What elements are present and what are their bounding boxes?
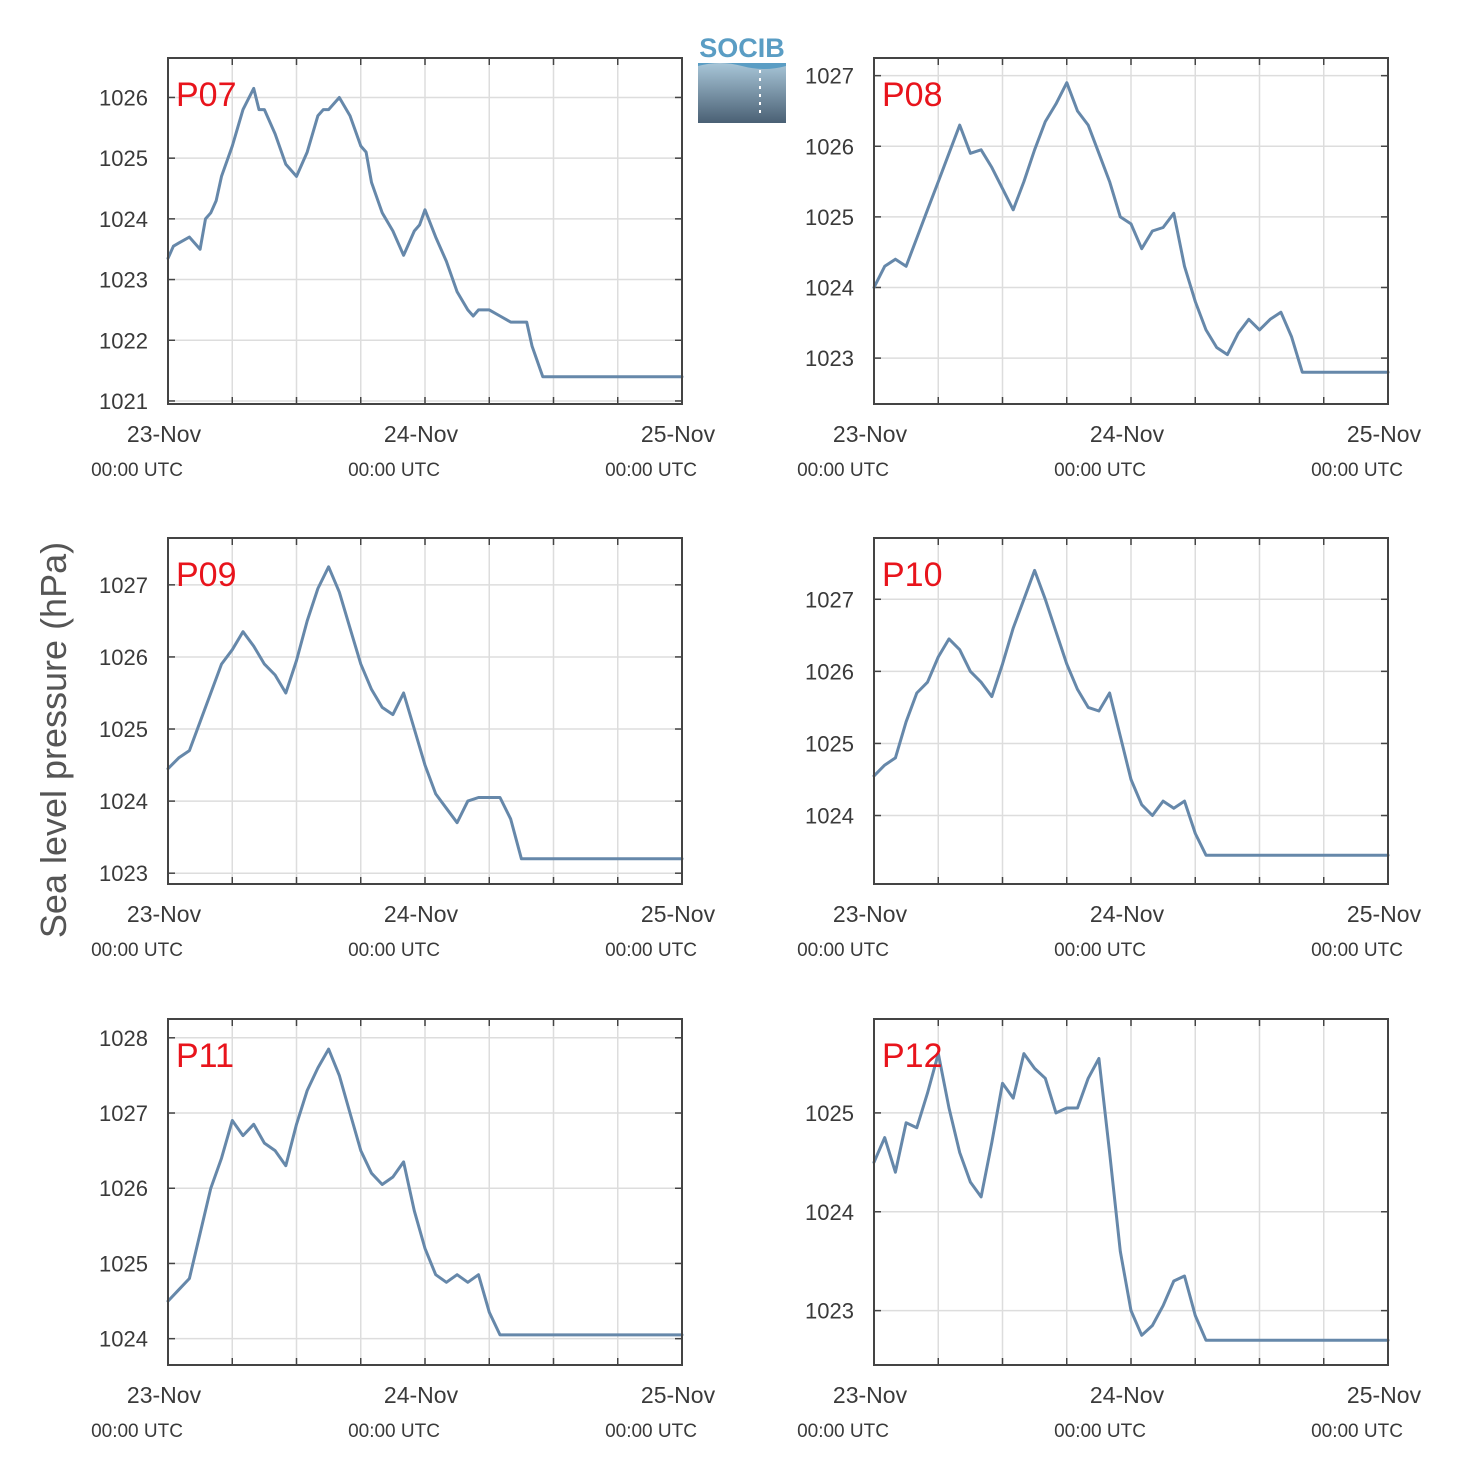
y-tick-label: 1027 — [805, 64, 854, 89]
panel-label-p12: P12 — [882, 1037, 943, 1075]
x-tick-date-label: 24-Nov — [1090, 421, 1165, 447]
x-tick-date-label: 25-Nov — [1347, 1382, 1422, 1408]
y-tick-label: 1025 — [99, 1251, 148, 1276]
panel-label-p11: P11 — [176, 1037, 234, 1075]
y-tick-label: 1027 — [99, 573, 148, 598]
plot-frame — [167, 537, 683, 885]
y-tick-label: 1025 — [805, 1101, 854, 1126]
panel-p07: 1021 1022 1023 1024 1025 1026 23-Nov 00:00 UTC 2… — [91, 57, 716, 481]
plot-frame — [873, 57, 1389, 405]
y-tick-label: 1028 — [99, 1026, 148, 1051]
socib-logo-text: SOCIB — [699, 33, 785, 63]
x-tick-time-label: 00:00 UTC — [797, 940, 889, 961]
x-tick-date-label: 23-Nov — [127, 1382, 202, 1408]
y-tick-label: 1026 — [99, 85, 148, 110]
x-tick-time-label: 00:00 UTC — [91, 460, 183, 481]
panels: 1021 1022 1023 1024 1025 1026 23-Nov 00:00 UTC 2… — [91, 57, 1422, 1442]
x-tick-time-label: 00:00 UTC — [91, 1421, 183, 1442]
series-line-p11 — [166, 1047, 684, 1337]
x-tick-time-label: 00:00 UTC — [348, 1421, 440, 1442]
y-tick-label: 1026 — [805, 134, 854, 159]
x-tick-date-label: 23-Nov — [127, 901, 202, 927]
x-tick-date-label: 24-Nov — [1090, 901, 1165, 927]
series-line-p10 — [872, 568, 1390, 857]
y-tick-label: 1024 — [805, 275, 854, 300]
y-tick-label: 1025 — [805, 731, 854, 756]
x-tick-time-label: 00:00 UTC — [797, 460, 889, 481]
series-line-p12 — [872, 1052, 1390, 1342]
plot-frame — [873, 1018, 1389, 1366]
x-tick-time-label: 00:00 UTC — [348, 940, 440, 961]
panel-p10: 1024 1025 1026 1027 23-Nov 00:00 UTC 24-Nov 00:… — [797, 537, 1422, 961]
y-tick-label: 1025 — [805, 205, 854, 230]
x-tick-time-label: 00:00 UTC — [91, 940, 183, 961]
x-tick-date-label: 23-Nov — [833, 901, 908, 927]
y-tick-label: 1023 — [805, 346, 854, 371]
y-tick-label: 1023 — [99, 861, 148, 886]
panel-label-p08: P08 — [882, 76, 943, 114]
y-tick-label: 1025 — [99, 146, 148, 171]
plot-frame — [167, 57, 683, 405]
x-tick-time-label: 00:00 UTC — [1311, 460, 1403, 481]
x-tick-date-label: 24-Nov — [384, 421, 459, 447]
y-tick-label: 1026 — [99, 645, 148, 670]
x-tick-time-label: 00:00 UTC — [605, 940, 697, 961]
x-tick-date-label: 23-Nov — [127, 421, 202, 447]
x-tick-time-label: 00:00 UTC — [1054, 940, 1146, 961]
x-tick-time-label: 00:00 UTC — [1054, 1421, 1146, 1442]
x-tick-date-label: 25-Nov — [1347, 421, 1422, 447]
x-tick-time-label: 00:00 UTC — [1311, 940, 1403, 961]
x-tick-time-label: 00:00 UTC — [605, 1421, 697, 1442]
x-tick-date-label: 25-Nov — [1347, 901, 1422, 927]
x-tick-time-label: 00:00 UTC — [1054, 460, 1146, 481]
y-tick-label: 1027 — [805, 587, 854, 612]
y-axis-label: Sea level pressure (hPa) — [33, 542, 74, 938]
x-tick-time-label: 00:00 UTC — [797, 1421, 889, 1442]
panel-label-p09: P09 — [176, 556, 237, 594]
series-line-p07 — [166, 86, 684, 379]
x-tick-time-label: 00:00 UTC — [1311, 1421, 1403, 1442]
y-tick-label: 1027 — [99, 1101, 148, 1126]
y-tick-label: 1026 — [805, 659, 854, 684]
y-tick-label: 1026 — [99, 1176, 148, 1201]
y-tick-label: 1024 — [805, 804, 854, 829]
plot-frame — [873, 537, 1389, 885]
panel-label-p07: P07 — [176, 76, 237, 114]
y-tick-label: 1024 — [805, 1200, 854, 1225]
socib-logo: SOCIB — [698, 33, 786, 123]
x-tick-date-label: 23-Nov — [833, 421, 908, 447]
socib-logo-wave — [698, 63, 786, 69]
y-tick-label: 1024 — [99, 207, 148, 232]
panel-p11: 1024 1025 1026 1027 1028 23-Nov 00:00 UTC 24-No… — [91, 1018, 716, 1442]
panel-p09: 1023 1024 1025 1026 1027 23-Nov 00:00 UTC 24-No… — [91, 537, 716, 961]
x-tick-date-label: 24-Nov — [384, 901, 459, 927]
x-tick-date-label: 23-Nov — [833, 1382, 908, 1408]
y-tick-label: 1024 — [99, 1327, 148, 1352]
y-tick-label: 1022 — [99, 328, 148, 353]
x-tick-date-label: 25-Nov — [641, 1382, 716, 1408]
panel-p12: 1023 1024 1025 23-Nov 00:00 UTC 24-Nov 00:00 U… — [797, 1018, 1422, 1442]
y-tick-label: 1023 — [805, 1299, 854, 1324]
panel-p08: 1023 1024 1025 1026 1027 23-Nov 00:00 UTC 24-No… — [797, 57, 1422, 481]
x-tick-date-label: 24-Nov — [1090, 1382, 1165, 1408]
series-line-p09 — [166, 565, 684, 861]
x-tick-time-label: 00:00 UTC — [605, 460, 697, 481]
x-tick-time-label: 00:00 UTC — [348, 460, 440, 481]
y-tick-label: 1025 — [99, 717, 148, 742]
socib-logo-mark — [698, 63, 786, 123]
plot-frame — [167, 1018, 683, 1366]
series-line-p08 — [872, 81, 1390, 374]
y-tick-label: 1023 — [99, 268, 148, 293]
panel-label-p10: P10 — [882, 556, 943, 594]
x-tick-date-label: 24-Nov — [384, 1382, 459, 1408]
y-tick-label: 1021 — [99, 389, 148, 414]
x-tick-date-label: 25-Nov — [641, 901, 716, 927]
x-tick-date-label: 25-Nov — [641, 421, 716, 447]
y-tick-label: 1024 — [99, 789, 148, 814]
